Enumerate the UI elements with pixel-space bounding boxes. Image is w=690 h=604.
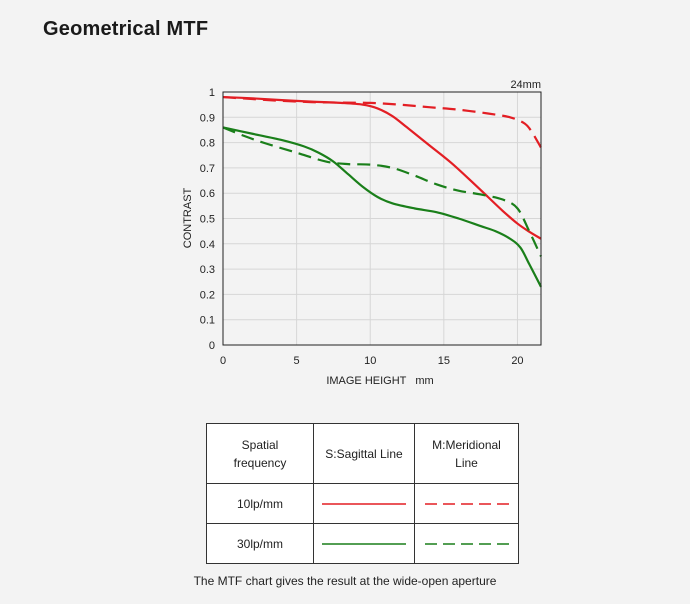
chart-ticks: 00.10.20.30.40.50.60.70.80.910 5 10 15 20: [200, 87, 524, 367]
y-tick-label: 0.2: [200, 289, 215, 301]
sample-line-dashed-red: [424, 502, 509, 505]
y-tick-label: 0.5: [200, 214, 215, 226]
legend-header-sagittal: S:Sagittal Line: [313, 423, 415, 484]
mtf-line-30lp-sagittal: [222, 126, 542, 288]
legend-header-meridional-text: M:Meridional Line: [432, 437, 501, 470]
x-tick-label: 0: [220, 355, 226, 367]
legend-row-10lp: 10lp/mm: [206, 483, 519, 524]
legend-sample-meridional-30: [414, 523, 519, 564]
y-tick-label: 0.9: [200, 112, 215, 124]
chart-annotation: 24mm: [510, 79, 541, 91]
plot-frame: [222, 91, 542, 346]
mtf-line-10lp-sagittal: [222, 95, 542, 240]
chart-grid: [223, 92, 541, 345]
x-tick-label: 10: [364, 355, 376, 367]
y-axis-label: CONTRAST: [182, 187, 194, 248]
page-title: Geometrical MTF: [43, 18, 209, 40]
x-tick-label: 20: [511, 355, 523, 367]
y-tick-label: 0.7: [200, 163, 215, 175]
chart-series: [222, 95, 542, 288]
legend-header-row: Spatial frequency S:Sagittal Line M:Meri…: [206, 423, 519, 484]
sample-line-solid-green: [322, 542, 406, 545]
y-tick-label: 0.8: [200, 138, 215, 150]
y-tick-label: 1: [209, 87, 215, 99]
x-tick-label: 15: [438, 355, 450, 367]
legend-sample-meridional-10: [414, 483, 519, 524]
chart-caption: The MTF chart gives the result at the wi…: [193, 574, 497, 588]
legend-row-label: 10lp/mm: [206, 483, 314, 524]
legend-header-frequency: Spatial frequency: [206, 423, 314, 484]
sample-line-dashed-green: [424, 542, 509, 545]
mtf-chart: 00.10.20.30.40.50.60.70.80.910 5 10 15 20 24…: [182, 79, 542, 387]
legend-sample-sagittal-10: [313, 483, 415, 524]
y-tick-label: 0: [209, 340, 215, 352]
mtf-line-30lp-meridional: [222, 126, 542, 257]
legend-header-frequency-text: Spatial frequency: [233, 437, 287, 470]
legend-sample-sagittal-30: [313, 523, 415, 564]
legend-table: Spatial frequency S:Sagittal Line M:Meri…: [206, 423, 519, 564]
legend-row-label: 30lp/mm: [206, 523, 314, 564]
x-tick-label: 5: [294, 355, 300, 367]
x-axis-label: IMAGE HEIGHT mm: [326, 375, 433, 387]
y-tick-label: 0.4: [200, 239, 215, 251]
sample-line-solid-red: [322, 502, 406, 505]
y-tick-label: 0.1: [200, 315, 215, 327]
y-tick-label: 0.6: [200, 188, 215, 200]
mtf-line-10lp-meridional: [222, 95, 542, 149]
legend-header-meridional: M:Meridional Line: [414, 423, 519, 484]
y-tick-label: 0.3: [200, 264, 215, 276]
legend-row-30lp: 30lp/mm: [206, 523, 519, 564]
